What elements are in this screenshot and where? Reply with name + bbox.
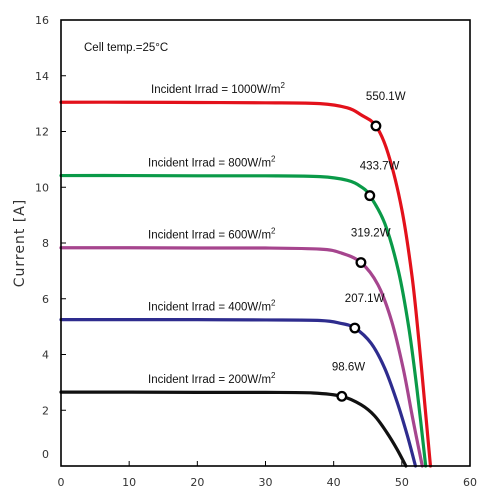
- mpp-power-label-400: 207.1W: [345, 293, 385, 305]
- y-tick-label: 12: [35, 126, 49, 139]
- x-tick-label: 40: [327, 476, 341, 489]
- irradiance-label-200: Incident Irrad = 200W/m2: [148, 371, 276, 386]
- y-tick-label: 10: [35, 181, 49, 194]
- y-tick-label: 8: [42, 237, 49, 250]
- irradiance-label-600: Incident Irrad = 600W/m2: [148, 227, 276, 242]
- mpp-marker-1000: [370, 120, 382, 132]
- y-tick-label: 6: [42, 293, 49, 306]
- x-tick-label: 10: [122, 476, 136, 489]
- y-axis-label: Current [A]: [12, 199, 28, 288]
- irradiance-label-text: Incident Irrad = 400W/m: [148, 302, 271, 314]
- y-tick-label: 4: [42, 349, 49, 362]
- x-tick-label: 20: [190, 476, 204, 489]
- irradiance-label-superscript: 2: [271, 371, 276, 380]
- cell-temp-note: Cell temp.=25°C: [84, 42, 168, 54]
- x-tick-label: 0: [58, 476, 65, 489]
- series-line-200: [59, 390, 408, 468]
- irradiance-label-800: Incident Irrad = 800W/m2: [148, 155, 276, 170]
- x-tick-label: 30: [259, 476, 273, 489]
- y-tick-label: 14: [35, 70, 49, 83]
- x-tick-label: 50: [395, 476, 409, 489]
- series-line-600: [59, 246, 424, 468]
- mpp-marker-400: [349, 322, 361, 334]
- y-tick-label: 16: [35, 14, 49, 27]
- mpp-marker-200: [336, 390, 348, 402]
- y-tick-label: 0: [42, 448, 49, 461]
- series-line-1000: [59, 100, 433, 468]
- irradiance-label-superscript: 2: [271, 155, 276, 164]
- irradiance-label-text: Incident Irrad = 600W/m: [148, 230, 271, 242]
- mpp-power-label-600: 319.2W: [351, 228, 391, 240]
- series-line-800: [59, 173, 428, 468]
- series-line-400: [59, 318, 418, 468]
- mpp-power-label-1000: 550.1W: [366, 91, 406, 103]
- mpp-marker-600: [355, 257, 367, 268]
- irradiance-label-1000: Incident Irrad = 1000W/m2: [151, 81, 285, 96]
- y-tick-label: 2: [42, 404, 49, 417]
- mpp-power-label-800: 433.7W: [360, 161, 400, 173]
- irradiance-label-superscript: 2: [271, 227, 276, 236]
- irradiance-label-superscript: 2: [271, 299, 276, 308]
- series-lines: [59, 100, 433, 468]
- x-tick-label: 60: [463, 476, 477, 489]
- irradiance-label-400: Incident Irrad = 400W/m2: [148, 299, 276, 314]
- plot-frame: [60, 19, 471, 467]
- irradiance-label-superscript: 2: [280, 81, 285, 90]
- mpp-power-label-200: 98.6W: [332, 361, 365, 373]
- axis-ticks: 0 10 20 30 40 50 60 0 2 4 6 8 10 12 14 16: [35, 14, 477, 489]
- irradiance-label-text: Incident Irrad = 200W/m: [148, 374, 271, 386]
- irradiance-label-text: Incident Irrad = 800W/m: [148, 158, 271, 170]
- irradiance-label-text: Incident Irrad = 1000W/m: [151, 84, 280, 96]
- mpp-marker-800: [364, 190, 376, 202]
